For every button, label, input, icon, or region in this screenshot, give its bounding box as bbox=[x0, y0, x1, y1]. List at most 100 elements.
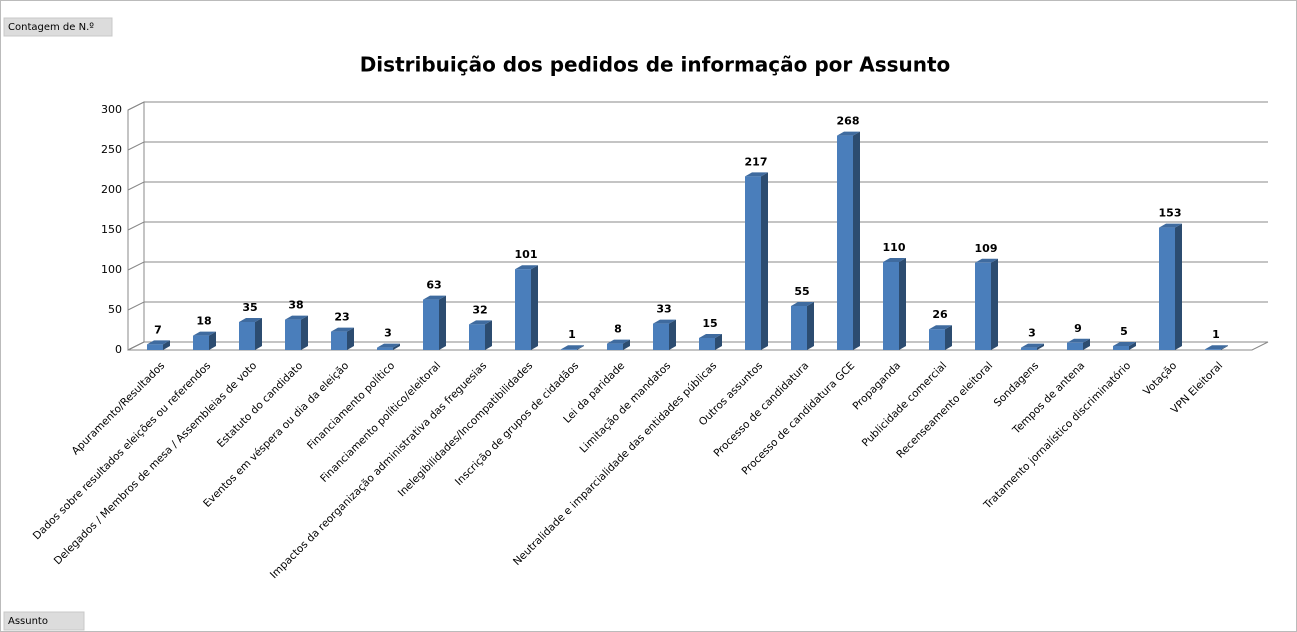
bar-face bbox=[607, 339, 630, 344]
bar-face bbox=[607, 343, 623, 350]
y-tick-label: 200 bbox=[101, 183, 122, 196]
data-label: 63 bbox=[426, 279, 441, 292]
bar-face bbox=[1205, 345, 1228, 350]
bar bbox=[975, 258, 998, 350]
bar bbox=[699, 334, 722, 350]
y-tick-label: 50 bbox=[108, 303, 122, 316]
grid-line bbox=[127, 221, 1268, 231]
bar-face bbox=[791, 302, 814, 306]
data-label: 1 bbox=[1212, 328, 1220, 341]
bar bbox=[1205, 345, 1228, 350]
bar-face bbox=[301, 315, 308, 350]
bar bbox=[423, 295, 446, 350]
data-label: 153 bbox=[1159, 207, 1182, 220]
bar bbox=[745, 172, 768, 350]
bar-face bbox=[1205, 349, 1221, 350]
data-label: 15 bbox=[702, 317, 717, 330]
bar-face bbox=[945, 325, 952, 350]
bar bbox=[1067, 338, 1090, 350]
y-tick-label: 250 bbox=[101, 143, 122, 156]
bar bbox=[377, 343, 400, 350]
bar-face bbox=[485, 320, 492, 350]
bar-face bbox=[561, 349, 577, 350]
bar-face bbox=[975, 262, 991, 350]
data-label: 217 bbox=[745, 155, 768, 168]
bar-face bbox=[1159, 227, 1175, 350]
bar bbox=[515, 265, 538, 350]
bar bbox=[883, 258, 906, 350]
grid-line bbox=[127, 141, 1268, 151]
data-label: 18 bbox=[196, 315, 211, 328]
bar-face bbox=[761, 172, 768, 350]
bar-face bbox=[515, 265, 538, 270]
field-button-label[interactable]: Assunto bbox=[8, 616, 48, 627]
bar-face bbox=[209, 331, 216, 350]
bar-face bbox=[1129, 342, 1136, 350]
data-label: 8 bbox=[614, 323, 622, 336]
bar bbox=[239, 318, 262, 350]
bar bbox=[837, 131, 860, 350]
bar-face bbox=[1067, 338, 1090, 343]
data-label: 1 bbox=[568, 328, 576, 341]
bar-face bbox=[469, 320, 492, 325]
bar-face bbox=[163, 340, 170, 350]
bar-face bbox=[423, 299, 439, 350]
data-label: 101 bbox=[515, 248, 538, 261]
bar-face bbox=[239, 322, 255, 350]
data-label: 23 bbox=[334, 311, 349, 324]
bar-face bbox=[837, 135, 853, 350]
bar-face bbox=[331, 331, 347, 350]
field-button[interactable] bbox=[3, 611, 85, 631]
grid-line bbox=[127, 101, 1268, 111]
data-label: 26 bbox=[932, 308, 948, 321]
bar-face bbox=[653, 319, 676, 324]
bar-face bbox=[669, 319, 676, 350]
bar bbox=[193, 331, 216, 350]
data-label: 268 bbox=[837, 115, 860, 128]
bar-face bbox=[469, 324, 485, 350]
bar bbox=[1159, 223, 1182, 350]
bar bbox=[1113, 342, 1136, 350]
bar-face bbox=[899, 258, 906, 350]
bar-face bbox=[807, 302, 814, 350]
bar bbox=[285, 315, 308, 350]
bar-face bbox=[699, 334, 722, 338]
bar-face bbox=[653, 323, 669, 350]
bar-face bbox=[745, 172, 768, 177]
grid-line bbox=[127, 181, 1268, 191]
bar-face bbox=[929, 325, 952, 330]
bar-face bbox=[975, 258, 998, 263]
bar-face bbox=[1067, 342, 1083, 350]
data-label: 33 bbox=[656, 303, 671, 316]
data-label: 55 bbox=[794, 285, 809, 298]
bar bbox=[929, 325, 952, 350]
data-label: 7 bbox=[154, 323, 162, 336]
bar-face bbox=[439, 295, 446, 350]
bar-face bbox=[1083, 338, 1090, 350]
data-label: 5 bbox=[1120, 325, 1128, 338]
data-label: 109 bbox=[975, 242, 998, 255]
bar-face bbox=[347, 327, 354, 350]
bar-face bbox=[853, 131, 860, 350]
field-button-label[interactable]: Contagem de N.º bbox=[8, 22, 94, 33]
bar-face bbox=[193, 335, 209, 350]
bar-face bbox=[837, 131, 860, 136]
bar-face bbox=[331, 327, 354, 332]
field-button[interactable] bbox=[3, 17, 113, 37]
chart-title: Distribuição dos pedidos de informação p… bbox=[360, 53, 951, 77]
bar-face bbox=[883, 258, 906, 262]
bar bbox=[607, 339, 630, 350]
y-tick-label: 100 bbox=[101, 263, 122, 276]
bar-face bbox=[1159, 223, 1182, 228]
bar-face bbox=[515, 269, 531, 350]
y-tick-label: 0 bbox=[115, 343, 122, 356]
bar-face bbox=[991, 258, 998, 350]
bar-face bbox=[745, 176, 761, 350]
bar-face bbox=[147, 344, 163, 350]
data-label: 3 bbox=[1028, 327, 1036, 340]
bar bbox=[469, 320, 492, 350]
bar bbox=[561, 345, 584, 350]
bar-face bbox=[531, 265, 538, 350]
